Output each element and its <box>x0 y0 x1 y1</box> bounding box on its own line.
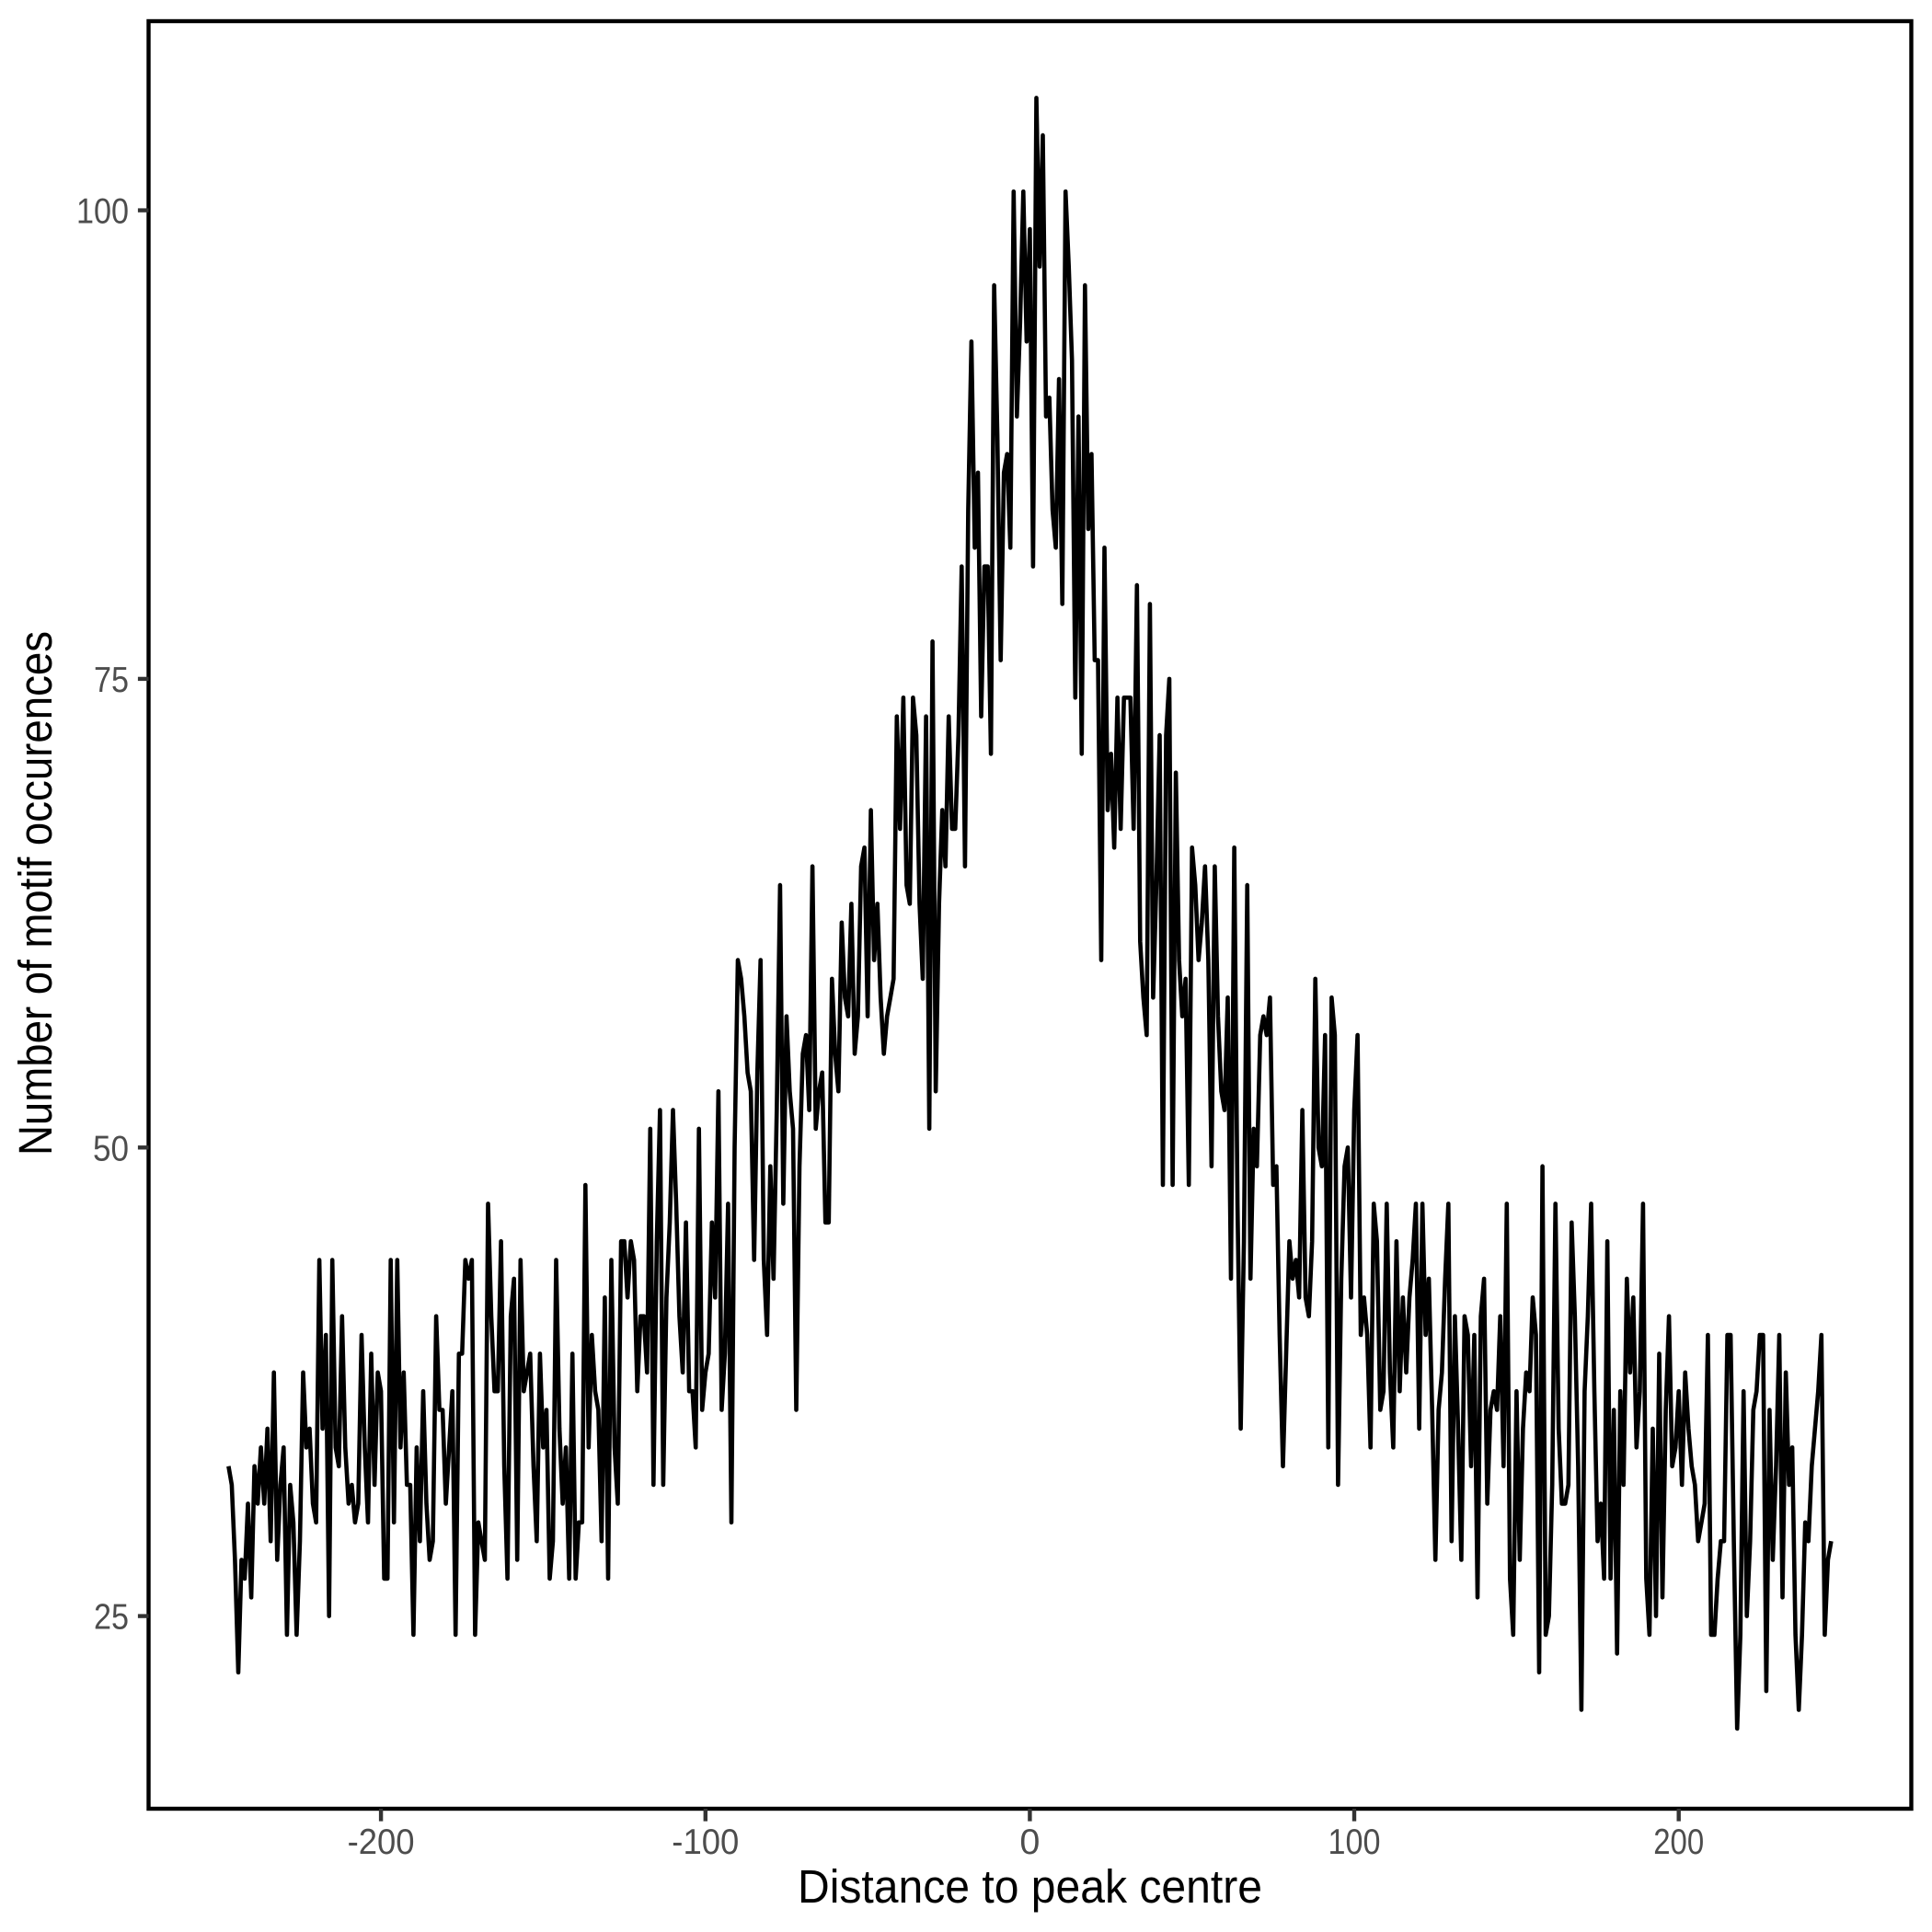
svg-text:25: 25 <box>94 1598 129 1638</box>
svg-text:Number of motif occurences: Number of motif occurences <box>9 631 62 1156</box>
svg-text:200: 200 <box>1653 1823 1704 1862</box>
svg-text:0: 0 <box>1019 1823 1040 1862</box>
svg-text:Distance to peak centre: Distance to peak centre <box>798 1860 1262 1913</box>
svg-text:-100: -100 <box>672 1823 739 1862</box>
svg-text:100: 100 <box>76 192 129 232</box>
svg-text:50: 50 <box>93 1129 129 1168</box>
svg-text:100: 100 <box>1328 1823 1381 1862</box>
svg-text:-200: -200 <box>348 1823 415 1862</box>
svg-text:75: 75 <box>94 661 129 700</box>
